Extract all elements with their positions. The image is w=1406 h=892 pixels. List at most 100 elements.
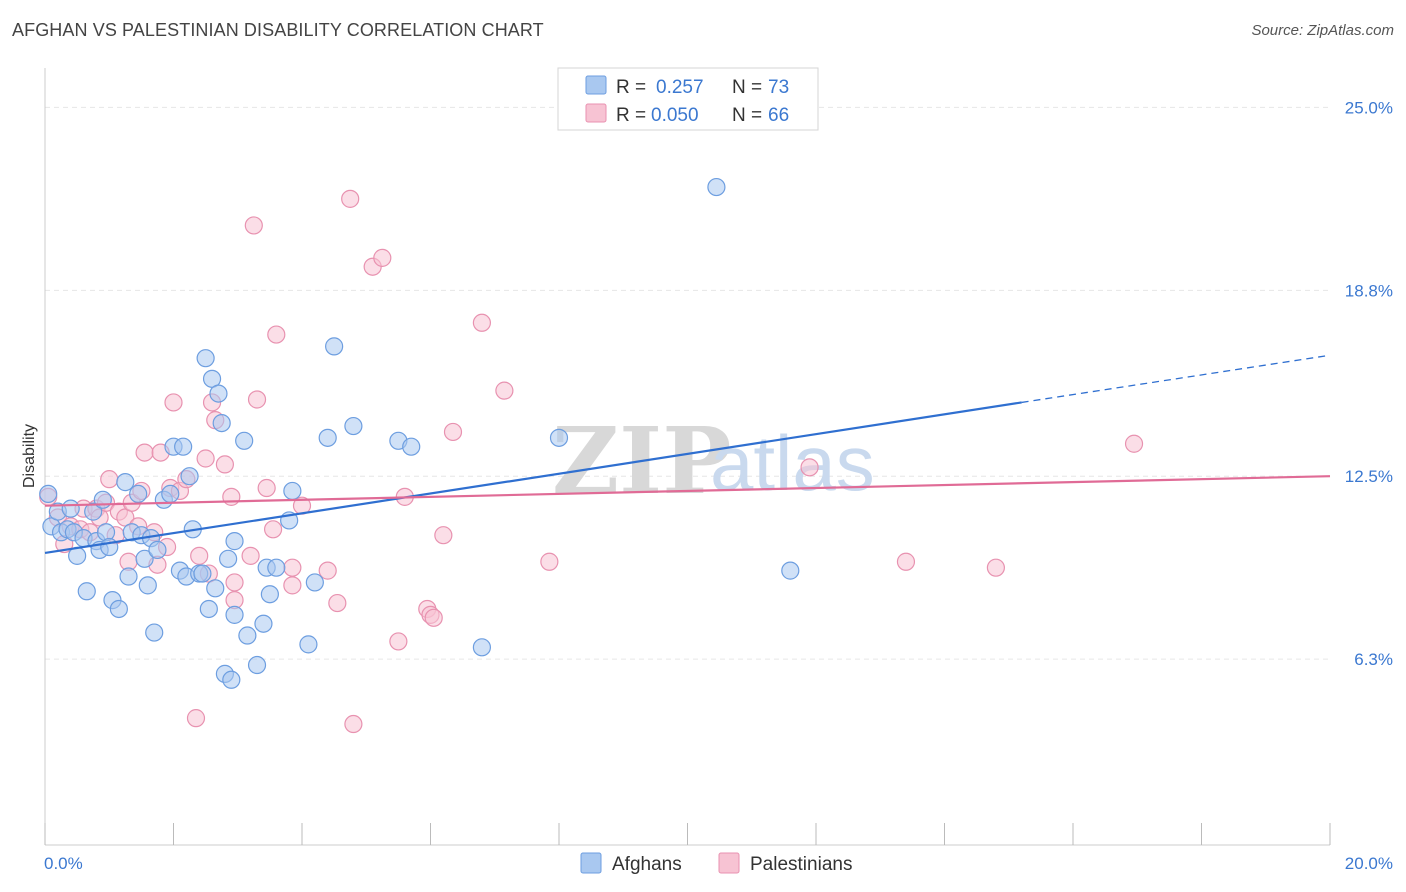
legend-swatch-afghans (580, 852, 602, 874)
afghans-point (707, 177, 726, 197)
chart-title: AFGHAN VS PALESTINIAN DISABILITY CORRELA… (12, 20, 544, 40)
afghans-trend-line (44, 401, 1022, 554)
legend-label-palestinians: Palestinians (750, 854, 852, 875)
afghans-point (781, 561, 800, 580)
legend-r-value-palestinians: 0.050 (651, 105, 699, 126)
watermark-atlas: atlas (710, 419, 875, 507)
palestinians-point (244, 216, 263, 235)
palestinians-point (434, 526, 453, 545)
palestinians-point (472, 313, 491, 332)
afghans-point (206, 579, 225, 598)
stats-legend: R = 0.257 N = 73 R = 0.050 N = 66 (557, 67, 819, 131)
afghans-point (129, 484, 148, 504)
y-tick-label: 6.3% (1354, 650, 1393, 669)
afghans-point (84, 502, 103, 521)
y-tick-labels: 6.3% 12.5% 18.8% 25.0% (1345, 98, 1393, 669)
palestinians-point (443, 422, 463, 442)
afghans-point (145, 623, 164, 642)
palestinians-point (424, 608, 443, 627)
afghans-point (209, 384, 228, 403)
palestinians-point (344, 714, 363, 734)
legend-r-value-afghans: 0.257 (656, 77, 704, 98)
afghans-point (93, 490, 112, 509)
legend-swatch-palestinians (585, 103, 607, 123)
afghans-point (325, 337, 344, 356)
y-axis-title: Disability (21, 424, 38, 488)
afghans-point (247, 655, 267, 675)
afghans-point (199, 599, 218, 619)
afghans-point (225, 532, 244, 551)
legend-r-label: R = (616, 77, 646, 98)
afghans-point (344, 416, 363, 436)
palestinians-point (100, 470, 119, 489)
afghans-point (116, 473, 135, 492)
afghans-point (109, 599, 128, 619)
palestinians-point (283, 558, 302, 577)
palestinians-point (241, 546, 260, 565)
palestinians-point (328, 593, 347, 613)
legend-label-afghans: Afghans (612, 854, 682, 875)
legend-n-label: N = (732, 77, 762, 98)
afghans-point (254, 614, 273, 633)
palestinians-point (986, 558, 1006, 577)
afghans-point (260, 585, 279, 604)
afghans-point (219, 549, 238, 568)
palestinians-trend-line (44, 475, 1331, 507)
afghans-point (96, 523, 116, 542)
palestinians-point (495, 381, 514, 400)
afghans-point (119, 567, 138, 586)
afghans-point (77, 582, 96, 601)
afghans-point (148, 540, 167, 560)
palestinians-point (800, 458, 819, 477)
afghans-point (222, 670, 241, 689)
afghans-point (299, 635, 318, 654)
afghans-point (61, 499, 80, 518)
afghans-trend-extension (1021, 354, 1331, 404)
palestinians-point (247, 390, 267, 409)
afghans-point (135, 549, 154, 568)
palestinians-point (225, 573, 244, 592)
legend-swatch-afghans (585, 75, 607, 95)
palestinians-point (222, 487, 241, 506)
afghans-point (225, 605, 244, 624)
palestinians-point (196, 449, 215, 468)
palestinians-point (341, 189, 360, 208)
afghans-point (180, 467, 199, 486)
x-tick-label: 0.0% (44, 854, 83, 873)
afghans-point (138, 576, 157, 595)
afghans-point (549, 428, 569, 447)
afghans-point (212, 413, 231, 433)
y-tick-label: 12.5% (1345, 467, 1393, 486)
legend-n-value-palestinians: 66 (768, 105, 789, 126)
afghans-point (318, 428, 337, 447)
series-legend: Afghans Palestinians (580, 852, 852, 875)
afghans-point (267, 558, 286, 577)
palestinians-point (896, 552, 916, 571)
palestinians-point (215, 455, 234, 474)
palestinians-point (263, 520, 283, 539)
x-tick-label: 20.0% (1345, 854, 1393, 873)
palestinians-point (267, 325, 286, 344)
palestinians-point (318, 561, 337, 580)
palestinians-point (190, 546, 209, 565)
afghans-point (174, 437, 193, 456)
palestinians-point (283, 576, 302, 595)
palestinians-point (186, 709, 206, 728)
legend-n-label: N = (732, 105, 762, 126)
afghans-point (161, 484, 180, 504)
trend-lines (44, 354, 1331, 554)
palestinians-point (135, 443, 154, 462)
afghans-point (39, 484, 58, 504)
palestinians-point (540, 552, 559, 571)
palestinians-point (164, 393, 183, 412)
afghans-point (238, 626, 257, 645)
afghans-point (235, 431, 254, 450)
afghans-point (402, 437, 421, 456)
palestinians-point (389, 632, 408, 651)
afghans-point (196, 349, 215, 368)
afghans-point (305, 573, 324, 592)
source-credit: Source: ZipAtlas.com (1251, 22, 1394, 39)
legend-r-label: R = (616, 105, 646, 126)
palestinians-point (257, 478, 276, 498)
